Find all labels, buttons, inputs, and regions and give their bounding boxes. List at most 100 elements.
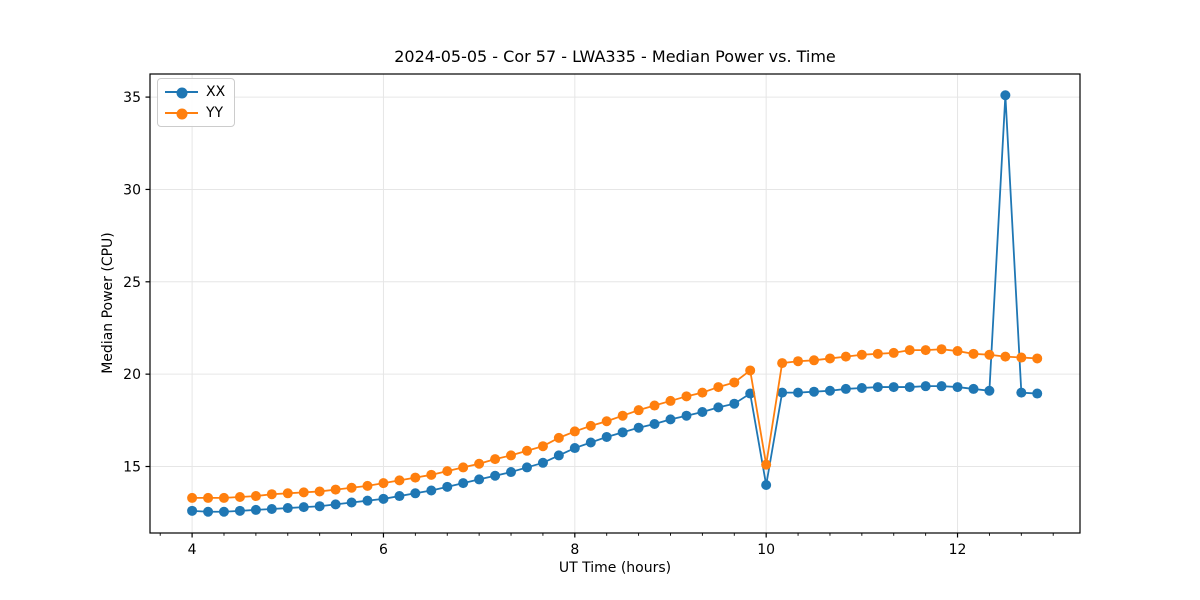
data-point-xx [681, 410, 692, 421]
x-tick-label: 6 [379, 542, 388, 558]
data-point-yy [1016, 352, 1027, 363]
data-point-xx [458, 478, 469, 489]
legend-label-xx: XX [206, 84, 226, 100]
data-point-xx [729, 398, 740, 409]
data-point-xx [809, 386, 820, 397]
data-point-yy [729, 377, 740, 388]
data-point-xx [633, 422, 644, 433]
data-point-yy [346, 482, 357, 493]
data-point-xx [824, 385, 835, 396]
data-point-yy [442, 466, 453, 477]
x-tick-label: 8 [570, 542, 579, 558]
data-point-xx [506, 467, 516, 478]
data-point-yy [888, 347, 899, 358]
legend-line-marker-yy-icon [165, 108, 198, 120]
legend: XX YY [157, 78, 236, 127]
data-point-yy [234, 491, 245, 502]
data-point-yy [633, 405, 644, 416]
data-point-yy [952, 346, 963, 357]
data-point-yy [585, 420, 596, 431]
data-point-xx [777, 387, 788, 398]
x-axis-label: UT Time (hours) [558, 560, 672, 576]
data-point-yy [410, 472, 421, 483]
y-tick-label: 35 [123, 90, 141, 106]
data-point-xx [203, 506, 214, 517]
data-point-xx [1016, 387, 1027, 398]
x-tick-label: 10 [757, 542, 775, 558]
data-point-yy [761, 459, 772, 470]
data-point-yy [681, 391, 692, 402]
data-point-xx [346, 497, 357, 508]
data-point-yy [362, 480, 373, 491]
data-point-xx [330, 499, 341, 510]
data-point-yy [203, 492, 214, 503]
axes-spines [149, 73, 1081, 534]
data-point-xx [920, 381, 931, 392]
y-tick-label: 25 [123, 275, 141, 291]
data-point-xx [490, 470, 501, 481]
data-point-yy [904, 345, 915, 356]
data-point-xx [474, 474, 485, 485]
data-point-xx [984, 385, 995, 396]
legend-item-xx: XX [165, 83, 225, 101]
data-point-yy [713, 382, 724, 393]
data-point-xx [569, 443, 580, 454]
data-point-yy [250, 491, 261, 502]
data-point-yy [553, 432, 564, 443]
data-point-xx [968, 383, 979, 394]
data-point-xx [665, 414, 676, 425]
data-point-xx [617, 427, 628, 438]
data-point-yy [266, 489, 277, 500]
data-point-xx [378, 493, 389, 504]
data-point-yy [314, 486, 325, 497]
data-point-xx [553, 450, 564, 461]
data-point-xx [649, 419, 660, 430]
data-point-xx [394, 491, 405, 502]
chart-title: 2024-05-05 - Cor 57 - LWA335 - Median Po… [394, 47, 836, 66]
data-point-yy [777, 358, 788, 369]
data-point-xx [266, 503, 277, 514]
data-point-yy [665, 395, 676, 406]
data-point-xx [521, 462, 532, 473]
data-point-yy [1032, 353, 1043, 364]
data-point-yy [840, 351, 851, 362]
data-point-xx [713, 402, 724, 413]
data-point-xx [761, 479, 772, 490]
data-point-yy [569, 426, 580, 437]
data-point-xx [282, 503, 293, 514]
legend-item-yy: YY [165, 104, 225, 122]
data-point-yy [697, 387, 708, 398]
data-point-xx [697, 407, 708, 418]
data-point-yy [856, 349, 867, 360]
data-point-xx [585, 437, 596, 448]
data-point-xx [952, 382, 963, 393]
data-point-xx [187, 505, 198, 516]
data-point-xx [904, 382, 915, 393]
data-point-yy [458, 462, 469, 473]
data-point-yy [298, 487, 309, 498]
data-point-xx [218, 506, 229, 517]
data-point-yy [809, 355, 820, 366]
data-point-yy [537, 441, 548, 452]
data-point-yy [824, 353, 835, 364]
data-point-yy [793, 356, 804, 367]
data-point-xx [537, 457, 548, 468]
data-point-yy [506, 450, 516, 461]
data-point-yy [617, 410, 628, 421]
legend-label-yy: YY [206, 105, 224, 121]
data-point-yy [218, 492, 229, 503]
data-point-yy [601, 416, 612, 427]
data-point-xx [840, 383, 851, 394]
data-point-yy [490, 454, 501, 465]
data-point-yy [330, 484, 341, 495]
data-point-xx [793, 387, 804, 398]
data-point-xx [298, 502, 309, 513]
data-point-yy [1000, 351, 1011, 362]
data-point-yy [649, 400, 660, 411]
data-point-yy [984, 349, 995, 360]
data-point-yy [521, 445, 532, 456]
data-point-yy [187, 492, 198, 503]
data-point-xx [1032, 388, 1043, 399]
series-line-xx [192, 95, 1038, 513]
